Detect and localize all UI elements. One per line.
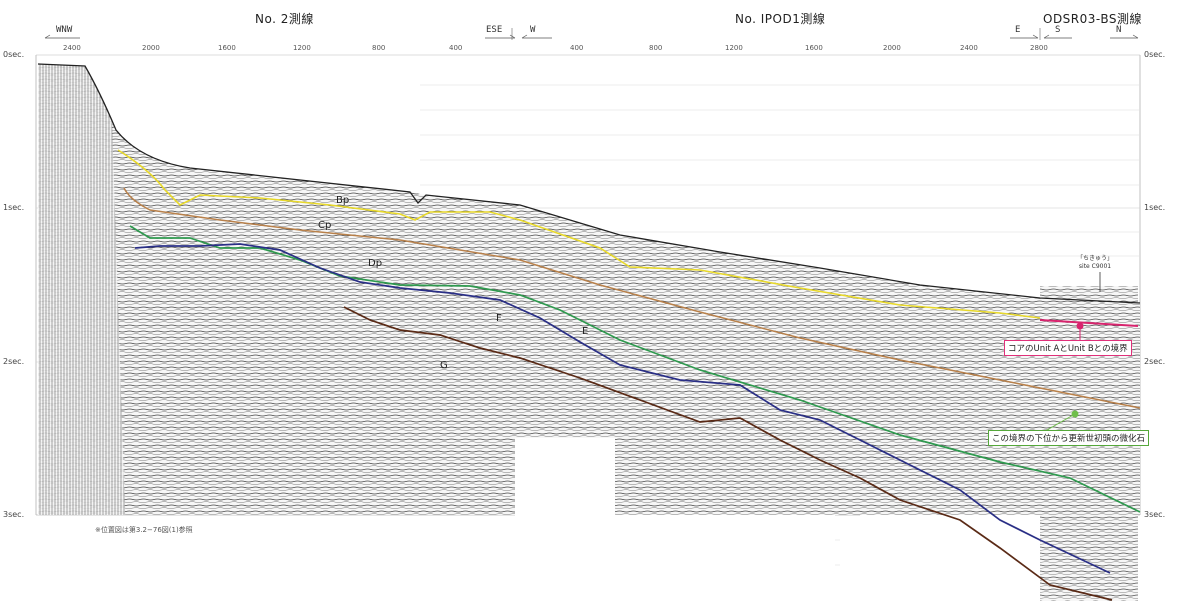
shot-tick: 1600 <box>218 44 236 52</box>
seismic-vertical-zone <box>38 64 125 515</box>
time-label-right: 1sec. <box>1144 203 1166 212</box>
horizon-f-line <box>134 243 1111 574</box>
time-label-right: 3sec. <box>1144 510 1166 519</box>
horizon-b-line <box>117 149 1041 319</box>
shot-tick: 2400 <box>960 44 978 52</box>
direction-arrows <box>44 34 1139 39</box>
horizon-label-cp: Cp <box>318 220 332 231</box>
shot-tick: 2400 <box>63 44 81 52</box>
horizon-label-f: F <box>496 313 502 324</box>
direction-s: S <box>1055 25 1061 35</box>
horizon-label-e: E <box>582 326 589 337</box>
shot-tick: 1200 <box>293 44 311 52</box>
data-gap-1 <box>515 438 615 515</box>
direction-wnw: WNW <box>56 25 73 35</box>
horizon-c-line <box>123 187 1141 409</box>
seismic-body <box>38 64 1140 590</box>
horizon-g-line <box>343 306 1113 601</box>
direction-e: E <box>1015 25 1021 35</box>
horizon-label-bp: Bp <box>336 195 350 206</box>
time-label-left: 1sec. <box>3 203 25 212</box>
core-vessel-name: 「ちきゅう」 <box>1077 255 1114 262</box>
footnote: ※位置図は第3.2−76図(1)参照 <box>95 526 193 534</box>
shot-tick: 800 <box>649 44 663 52</box>
time-label-left: 2sec. <box>3 357 25 366</box>
line-title-ipod1: No. IPOD1測線 <box>735 12 826 26</box>
line-title-no2: No. 2測線 <box>255 12 314 26</box>
horizon-label-dp: Dp <box>368 258 383 269</box>
direction-w: W <box>530 25 536 35</box>
core-site-label: 「ちきゅう」 site C9001 <box>1077 255 1113 271</box>
shot-tick: 400 <box>570 44 584 52</box>
shot-tick: 400 <box>449 44 463 52</box>
shot-tick: 800 <box>372 44 386 52</box>
direction-n: N <box>1116 25 1122 35</box>
horizon-label-g: G <box>440 360 448 371</box>
shot-tick: 2000 <box>142 44 160 52</box>
data-gap-2 <box>515 515 835 590</box>
annotation-pleistocene-fossils: この境界の下位から更新世初頭の微化石 <box>988 430 1150 446</box>
direction-ese: ESE <box>486 25 503 35</box>
core-pink-horizon <box>1039 319 1139 327</box>
time-label-left: 0sec. <box>3 50 25 59</box>
core-site-id: site C9001 <box>1078 263 1112 270</box>
line-title-odsr03: ODSR03-BS測線 <box>1043 12 1142 26</box>
shot-tick: 2800 <box>1030 44 1048 52</box>
time-label-left: 3sec. <box>3 510 25 519</box>
data-gap-3 <box>860 515 1040 590</box>
annotation-unit-boundary: コアのUnit AとUnit Bとの境界 <box>1004 340 1132 356</box>
seabed-line <box>37 63 1141 304</box>
shot-tick: 1200 <box>725 44 743 52</box>
shot-tick: 1600 <box>805 44 823 52</box>
time-label-right: 2sec. <box>1144 357 1166 366</box>
shot-tick: 2000 <box>883 44 901 52</box>
time-label-right: 0sec. <box>1144 50 1166 59</box>
horizon-d-line <box>129 225 1141 513</box>
